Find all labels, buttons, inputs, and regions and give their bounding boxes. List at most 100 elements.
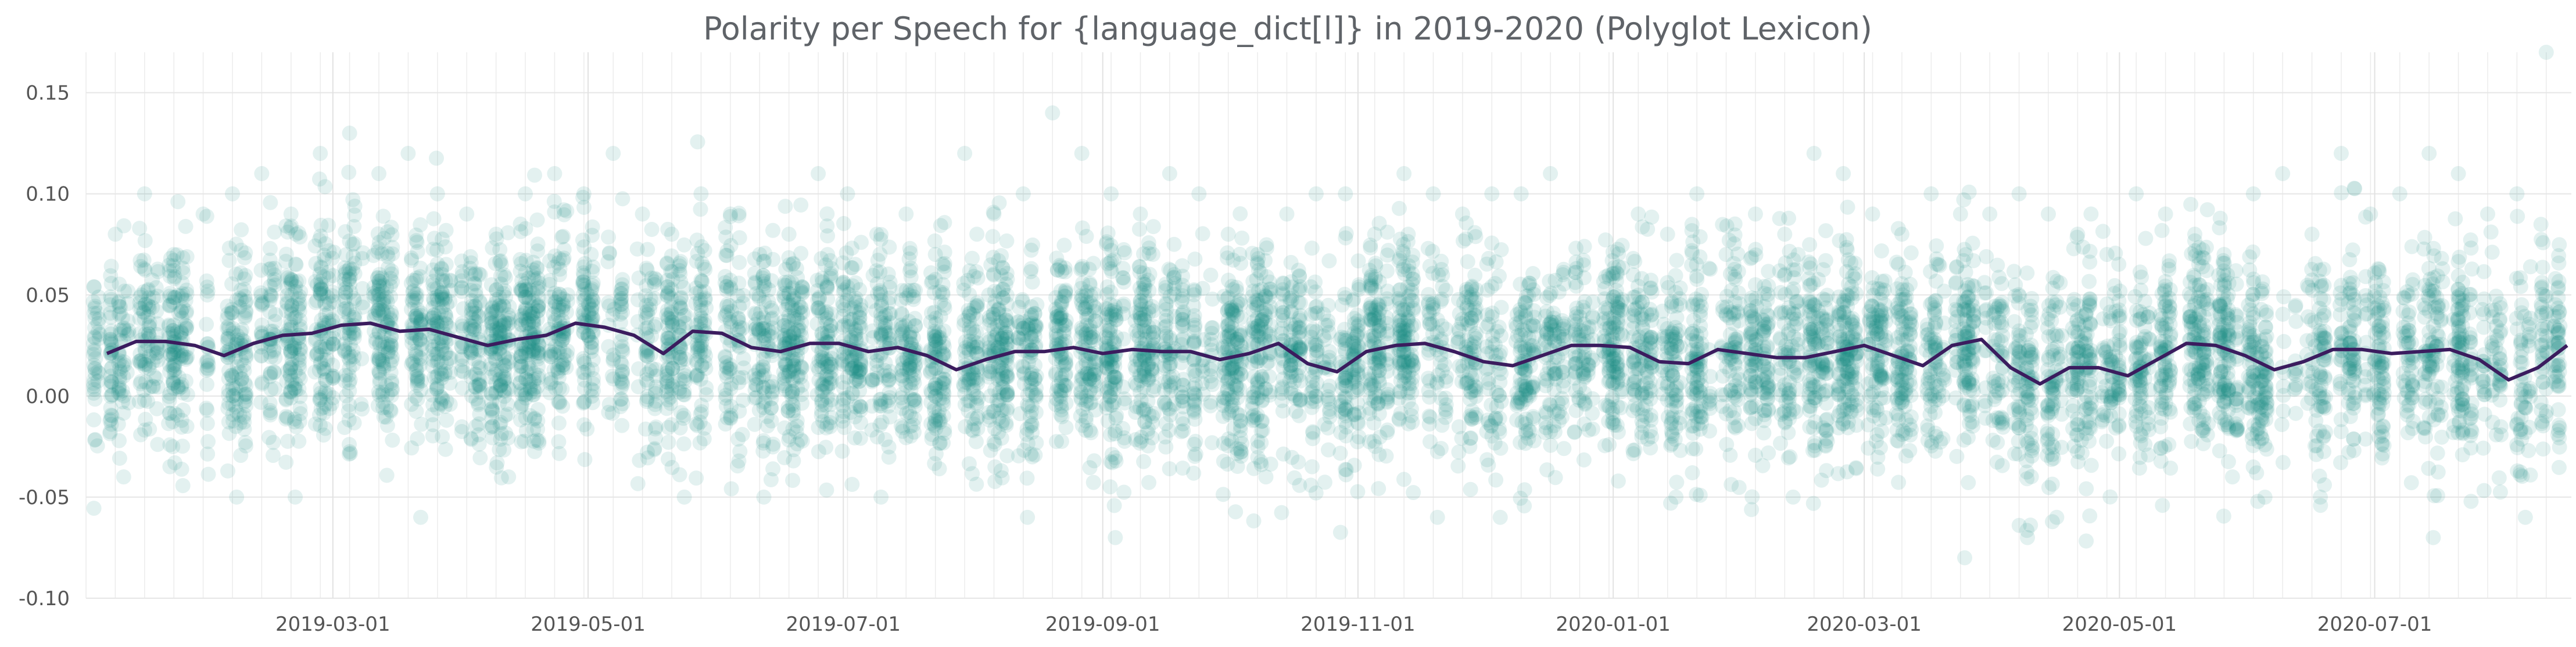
speech-point [220, 311, 235, 326]
speech-point [433, 260, 449, 276]
speech-point [736, 351, 751, 366]
speech-point [87, 279, 102, 295]
speech-point [1056, 358, 1072, 374]
speech-point [1291, 294, 1306, 310]
speech-point [384, 388, 399, 404]
speech-point [138, 297, 153, 312]
speech-point [225, 397, 241, 412]
speech-point [937, 215, 952, 231]
speech-point [1145, 219, 1161, 235]
speech-point [115, 358, 130, 374]
speech-point [232, 408, 248, 423]
speech-point [225, 321, 241, 336]
speech-point [287, 380, 303, 396]
speech-point [174, 343, 189, 359]
speech-point [162, 318, 177, 334]
speech-point [220, 334, 236, 350]
speech-point [1322, 344, 1337, 360]
y-tick-label: 0.15 [26, 82, 70, 105]
y-tick-label: 0.00 [26, 385, 70, 408]
speech-point [238, 268, 253, 283]
speech-point [409, 362, 424, 378]
speech-point [316, 286, 331, 301]
speech-point [433, 396, 449, 411]
speech-point [111, 380, 127, 396]
y-tick-label: -0.05 [19, 486, 70, 509]
speech-point [314, 312, 329, 328]
speech-point [836, 215, 851, 231]
speech-point [284, 377, 300, 393]
speech-point [325, 357, 341, 373]
speech-point [174, 348, 190, 364]
speech-point [317, 251, 332, 267]
speech-point [1400, 233, 1416, 249]
speech-point [437, 346, 453, 362]
speech-point [90, 324, 106, 340]
speech-point [313, 385, 328, 401]
speech-point [132, 301, 148, 316]
speech-point [342, 329, 357, 345]
speech-point [371, 274, 387, 289]
speech-point [199, 279, 215, 295]
speech-point [412, 331, 428, 347]
speech-point [313, 287, 328, 303]
speech-point [414, 373, 429, 389]
speech-point [284, 357, 300, 372]
speech-point [91, 365, 107, 381]
speech-point [435, 272, 450, 288]
speech-point [1058, 396, 1074, 411]
speech-point [383, 337, 399, 353]
speech-point [434, 367, 450, 383]
speech-point [91, 330, 107, 346]
speech-point [141, 348, 157, 364]
speech-point [138, 374, 153, 390]
speech-point [225, 378, 241, 393]
speech-point [263, 365, 278, 381]
speech-point [162, 263, 177, 279]
speech-point [384, 328, 399, 344]
speech-point [404, 336, 420, 351]
speech-point [438, 273, 453, 289]
speech-point [1079, 229, 1094, 244]
speech-point [1203, 362, 1219, 378]
speech-point [366, 247, 381, 263]
speech-point [90, 305, 105, 321]
speech-point [427, 293, 442, 308]
speech-point [529, 212, 545, 228]
speech-point [385, 246, 400, 262]
speech-point [345, 192, 361, 207]
speech-point [1307, 274, 1323, 290]
speech-point [278, 336, 294, 351]
speech-point [785, 473, 801, 488]
speech-point [413, 314, 429, 329]
speech-point [429, 256, 445, 272]
speech-point [456, 301, 471, 317]
speech-point [292, 304, 307, 319]
speech-point [372, 365, 388, 381]
speech-point [228, 391, 244, 407]
speech-point [454, 424, 470, 439]
speech-point [141, 282, 156, 297]
speech-point [229, 404, 245, 420]
speech-point [137, 263, 153, 278]
speech-point [142, 319, 157, 335]
speech-point [91, 289, 106, 305]
speech-point [413, 382, 429, 398]
speech-point [103, 276, 119, 291]
speech-point [382, 402, 398, 418]
speech-point [368, 332, 384, 347]
speech-point [178, 321, 194, 336]
speech-point [985, 229, 1001, 245]
speech-point [1027, 357, 1043, 373]
speech-point [437, 398, 453, 414]
speech-point [907, 411, 922, 426]
speech-point [175, 478, 191, 494]
x-tick-label: 2020-07-01 [2317, 613, 2432, 636]
speech-point [178, 373, 194, 389]
speech-point [1108, 450, 1123, 465]
speech-point [283, 317, 299, 332]
speech-point [1275, 403, 1291, 419]
speech-point [439, 297, 454, 312]
speech-point [1085, 256, 1101, 271]
speech-point [138, 297, 153, 312]
